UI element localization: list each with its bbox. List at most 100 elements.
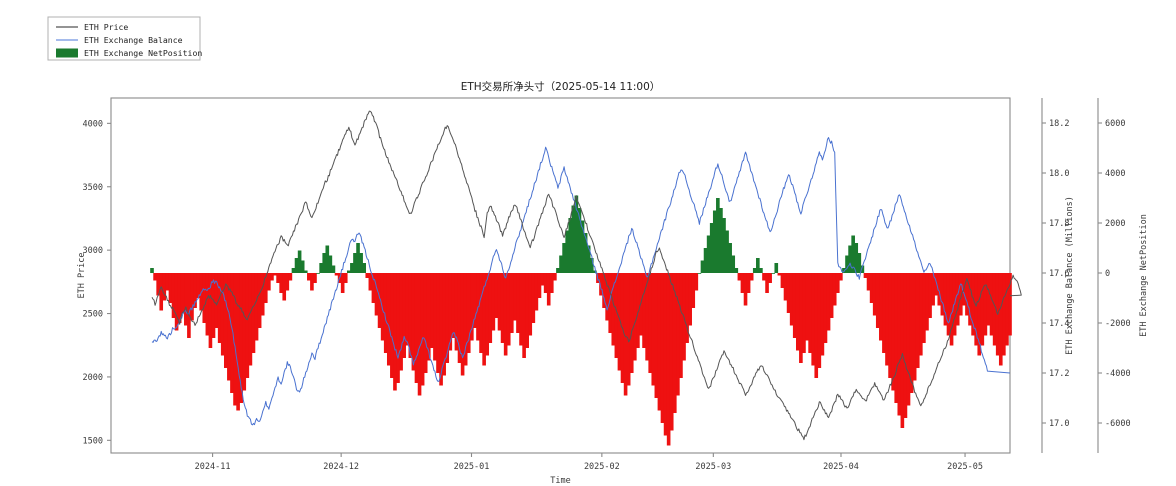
netposition-bar xyxy=(540,273,545,286)
ytick-label-price: 2500 xyxy=(83,310,103,320)
netposition-bar xyxy=(946,273,951,336)
netposition-bar xyxy=(805,273,809,341)
netposition-bar xyxy=(925,273,929,331)
netposition-bar xyxy=(282,273,287,301)
netposition-bar xyxy=(958,273,963,316)
netposition-bar xyxy=(217,273,222,343)
netposition-bar xyxy=(814,273,819,378)
netposition-bar xyxy=(193,273,197,308)
netposition-bar xyxy=(313,273,317,283)
ytick-label-price: 3000 xyxy=(83,246,103,256)
netposition-bar xyxy=(479,273,483,353)
netposition-bar xyxy=(233,273,237,406)
netposition-bar xyxy=(279,273,283,293)
netposition-bar xyxy=(205,273,210,336)
ytick-label-netposition: 2000 xyxy=(1105,219,1125,229)
netposition-bar xyxy=(454,273,459,351)
netposition-bar xyxy=(273,273,277,276)
netposition-bar xyxy=(746,273,751,293)
netposition-bar xyxy=(473,273,477,328)
netposition-bar xyxy=(955,273,960,326)
netposition-bar xyxy=(774,263,779,273)
ytick-label-netposition: 4000 xyxy=(1105,169,1125,179)
yaxis-label-netposition: ETH Exchange NetPosition xyxy=(1139,214,1149,337)
ytick-label-netposition: 0 xyxy=(1105,269,1110,279)
price-line xyxy=(151,110,1022,441)
netposition-bar xyxy=(703,248,708,273)
xtick-label: 2025-02 xyxy=(584,462,620,472)
netposition-bar xyxy=(159,273,164,311)
netposition-bar xyxy=(716,198,720,273)
netposition-bar xyxy=(848,245,852,273)
netposition-bar xyxy=(211,273,216,338)
netposition-bar xyxy=(940,273,945,316)
netposition-bar xyxy=(989,273,994,336)
netposition-bar xyxy=(783,273,788,301)
netposition-bar xyxy=(420,273,425,386)
netposition-bar xyxy=(977,273,982,356)
netposition-bar xyxy=(882,273,886,353)
netposition-bar xyxy=(679,273,683,378)
yaxis-label-price: ETH Price xyxy=(77,252,87,298)
netposition-bar xyxy=(245,273,250,378)
ytick-label-netposition: -6000 xyxy=(1105,419,1131,429)
netposition-bar xyxy=(300,260,305,273)
xtick-label: 2024-12 xyxy=(323,462,359,472)
ytick-label-price: 4000 xyxy=(83,119,103,129)
netposition-bar xyxy=(749,273,754,281)
netposition-bar xyxy=(208,273,213,348)
netposition-bar xyxy=(756,258,760,273)
netposition-bar xyxy=(629,273,634,373)
netposition-bar xyxy=(436,273,440,373)
netposition-bar xyxy=(725,230,729,273)
netposition-bar xyxy=(534,273,539,311)
netposition-bar xyxy=(184,273,188,326)
netposition-bar xyxy=(980,273,985,346)
netposition-bar xyxy=(156,273,160,296)
netposition-bar xyxy=(162,273,167,301)
ytick-label-netposition: -2000 xyxy=(1105,319,1131,329)
netposition-bar xyxy=(574,195,579,273)
netposition-bar xyxy=(697,273,702,274)
netposition-bar xyxy=(254,273,259,341)
netposition-bar xyxy=(666,273,671,446)
netposition-bar xyxy=(712,210,717,273)
netposition-bar xyxy=(786,273,791,313)
netposition-bar xyxy=(912,273,917,381)
netposition-bar xyxy=(934,273,939,296)
netposition-bar xyxy=(423,273,428,373)
netposition-bar xyxy=(937,273,942,306)
netposition-bar xyxy=(617,273,622,371)
netposition-bar xyxy=(700,260,705,273)
netposition-bar xyxy=(220,273,225,356)
ytick-label-balance: 18.0 xyxy=(1049,169,1069,179)
netposition-bar xyxy=(854,243,859,273)
netposition-bar xyxy=(371,273,376,303)
netposition-bar xyxy=(196,273,200,298)
netposition-bar xyxy=(734,268,739,273)
netposition-bar xyxy=(328,255,333,273)
netposition-bar xyxy=(894,273,899,403)
netposition-bar xyxy=(608,273,613,333)
netposition-bar xyxy=(780,273,785,288)
netposition-bar xyxy=(214,273,219,328)
netposition-bar xyxy=(593,270,597,273)
netposition-bar xyxy=(153,273,157,281)
chart-title: ETH交易所净头寸（2025-05-14 11:00） xyxy=(461,80,661,93)
netposition-bar xyxy=(943,273,948,326)
ytick-label-price: 3500 xyxy=(83,183,103,193)
netposition-bar xyxy=(190,273,194,321)
netposition-bar xyxy=(642,273,646,348)
netposition-bar xyxy=(974,273,978,346)
netposition-bar xyxy=(762,273,766,281)
netposition-bar xyxy=(430,273,434,348)
legend-swatch-netposition xyxy=(56,48,78,58)
netposition-bar xyxy=(445,273,450,363)
ytick-label-balance: 17.2 xyxy=(1049,369,1069,379)
netposition-bar xyxy=(562,243,566,273)
netposition-bar xyxy=(393,273,397,391)
netposition-bar xyxy=(187,273,191,338)
netposition-bar xyxy=(857,253,862,273)
netposition-bar xyxy=(694,273,699,291)
